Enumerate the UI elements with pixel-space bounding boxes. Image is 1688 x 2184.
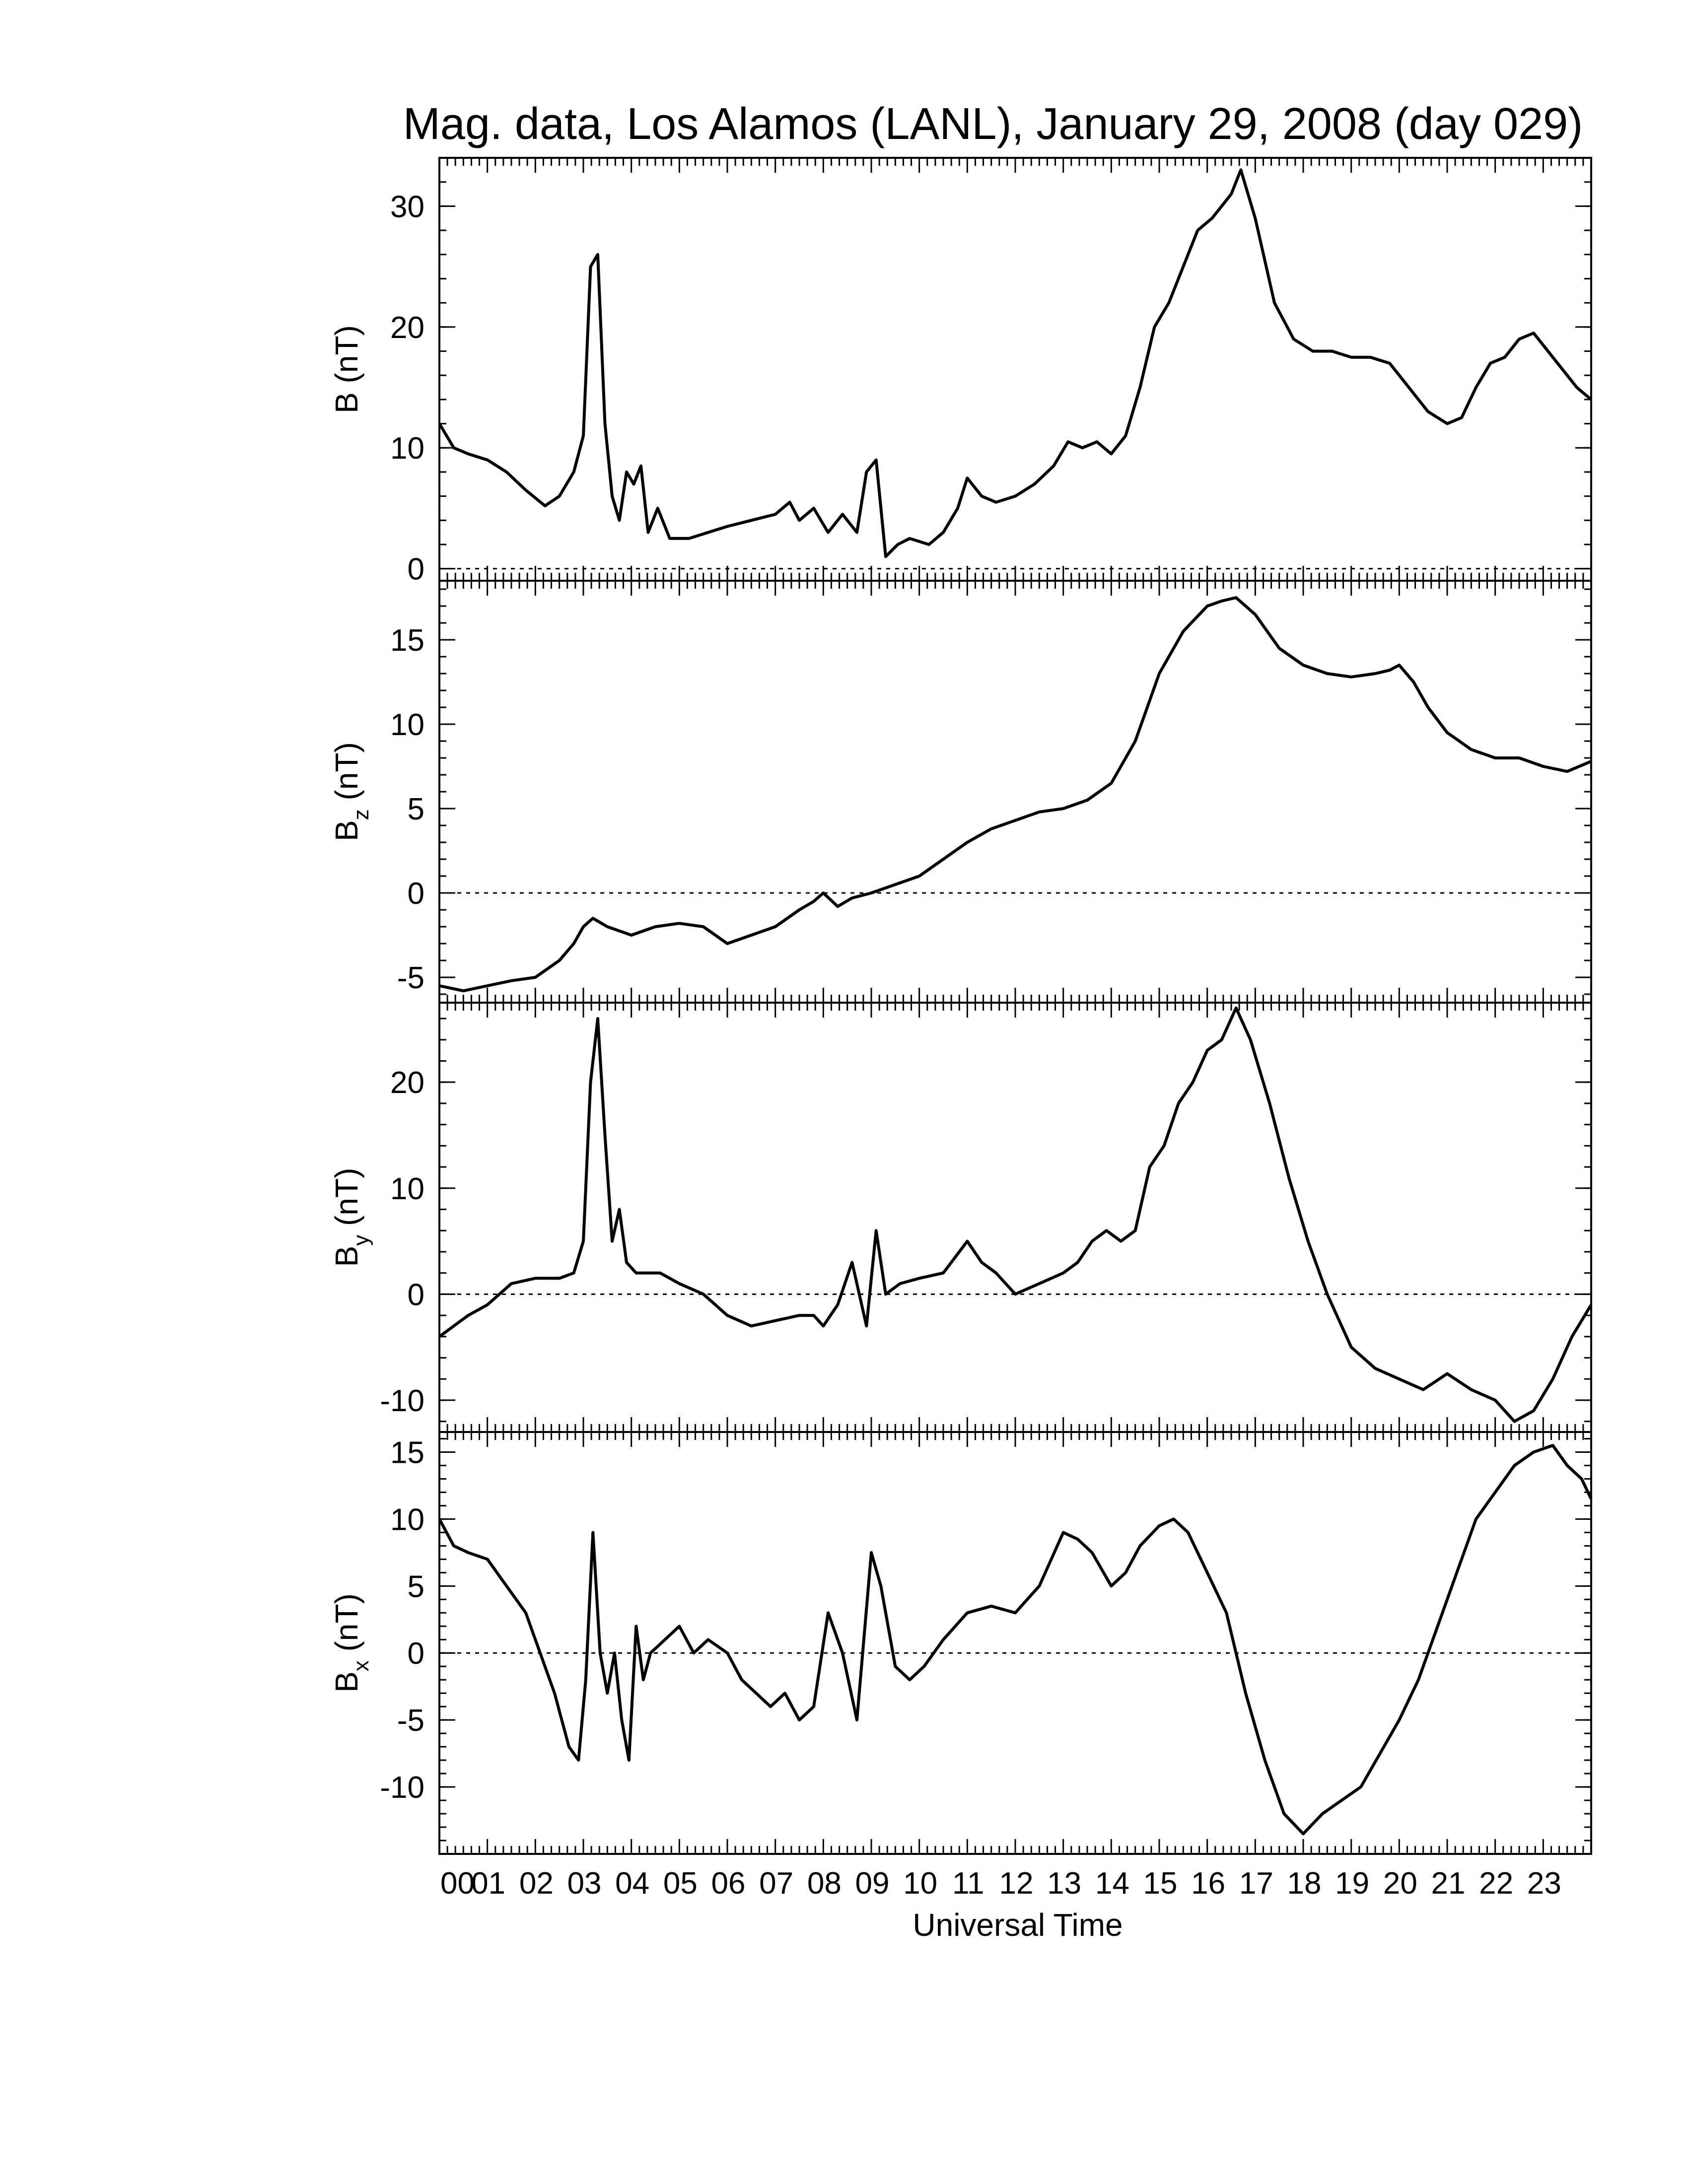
x-tick-label: 16: [1191, 1866, 1225, 1901]
panels: 0 10 20 30 B (nT) -5 0 5 10 15 Bz (nT) -10 0 10 20 By (…: [329, 157, 1593, 1855]
y-tick-label: 30: [390, 190, 424, 224]
x-tick-label: 22: [1479, 1866, 1513, 1901]
x-tick-label: 14: [1095, 1866, 1129, 1901]
y-tick-label: 15: [390, 623, 424, 658]
y-tick-label: 10: [390, 1502, 424, 1537]
panel-Bx: -10 -5 0 5 10 15 Bx (nT): [329, 1431, 1593, 1855]
x-axis-label: Universal Time: [913, 1907, 1123, 1943]
y-tick-label: 10: [390, 708, 424, 742]
chart-title: Mag. data, Los Alamos (LANL), January 29…: [403, 99, 1583, 149]
panel-frame: [438, 157, 1592, 582]
y-tick-label: -5: [397, 1704, 424, 1738]
x-tick-label: 06: [711, 1866, 746, 1901]
series-line-By: [438, 1006, 1593, 1423]
x-tick-label: 11: [952, 1866, 984, 1901]
x-tick-label: 15: [1143, 1866, 1178, 1901]
y-axis-label: B (nT): [329, 325, 364, 413]
y-tick-label: 10: [390, 431, 424, 466]
y-tick-label: 20: [390, 311, 424, 345]
x-tick-label: 07: [759, 1866, 793, 1901]
x-tick-label: 01: [471, 1866, 505, 1901]
y-tick-label: -5: [397, 961, 424, 995]
x-tick-label: 03: [567, 1866, 602, 1901]
x-tick-label: 19: [1335, 1866, 1369, 1901]
x-tick-label: 09: [855, 1866, 890, 1901]
x-tick-label: 18: [1287, 1866, 1322, 1901]
x-tick-label: 10: [903, 1866, 937, 1901]
x-tick-label: 20: [1383, 1866, 1417, 1901]
x-tick-label: 04: [615, 1866, 649, 1901]
panel-frame: [438, 1002, 1592, 1433]
panel-By: -10 0 10 20 By (nT): [329, 1002, 1593, 1433]
x-tick-label: 00: [440, 1866, 475, 1901]
y-tick-label: 0: [408, 877, 424, 911]
panel-frame: [438, 1431, 1592, 1855]
series-line-B: [438, 168, 1592, 558]
y-tick-label: -10: [380, 1771, 424, 1805]
y-tick-label: -10: [380, 1384, 424, 1418]
y-tick-label: 20: [390, 1066, 424, 1100]
y-tick-label: 5: [408, 792, 424, 826]
x-tick-label: 17: [1239, 1866, 1273, 1901]
y-tick-label: 0: [408, 1278, 424, 1312]
y-tick-label: 5: [408, 1570, 424, 1604]
y-tick-label: 15: [390, 1435, 424, 1470]
y-tick-label: 0: [408, 1637, 424, 1671]
x-tick-label: 21: [1431, 1866, 1466, 1901]
x-tick-label: 13: [1047, 1866, 1081, 1901]
y-tick-label: 10: [390, 1172, 424, 1206]
x-tick-label: 05: [663, 1866, 698, 1901]
y-axis-label: By (nT): [329, 1168, 373, 1267]
series-line-Bz: [439, 596, 1592, 993]
y-tick-label: 0: [408, 552, 424, 587]
series-line-Bx: [438, 1444, 1593, 1836]
y-axis-label: Bz (nT): [329, 742, 373, 841]
x-tick-label: 12: [999, 1866, 1034, 1901]
y-axis-label: Bx (nT): [329, 1593, 373, 1693]
panel-Bz: -5 0 5 10 15 Bz (nT): [329, 580, 1592, 1004]
panel-B: 0 10 20 30 B (nT): [329, 157, 1592, 587]
x-tick-label: 08: [807, 1866, 842, 1901]
panel-frame: [438, 580, 1592, 1004]
x-tick-label: 02: [519, 1866, 554, 1901]
x-tick-label: 23: [1527, 1866, 1561, 1901]
